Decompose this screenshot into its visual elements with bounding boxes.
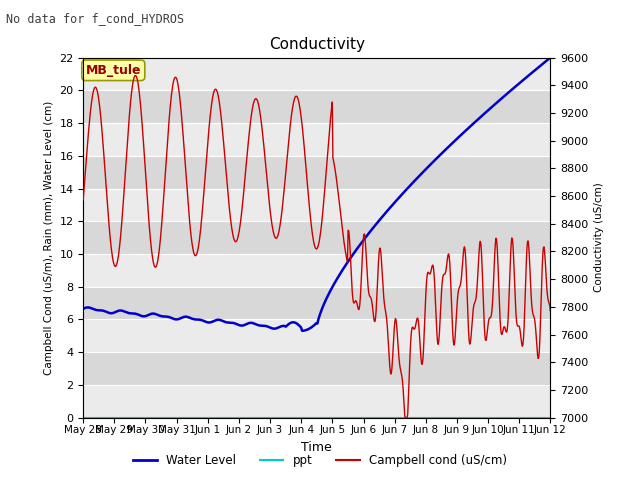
Title: Conductivity: Conductivity [269,37,365,52]
Bar [83,385,550,418]
Bar [83,123,550,156]
Text: MB_tule: MB_tule [86,64,141,77]
Bar [83,287,550,319]
Bar [83,58,550,90]
Bar [83,352,550,385]
Bar [83,189,550,221]
Bar [83,221,550,254]
Bar [83,156,550,189]
Y-axis label: Campbell Cond (uS/m), Rain (mm), Water Level (cm): Campbell Cond (uS/m), Rain (mm), Water L… [44,100,54,375]
Bar [83,254,550,287]
X-axis label: Time: Time [301,441,332,454]
Bar [83,319,550,352]
Legend: Water Level, ppt, Campbell cond (uS/cm): Water Level, ppt, Campbell cond (uS/cm) [128,449,512,472]
Bar [83,90,550,123]
Y-axis label: Conductivity (uS/cm): Conductivity (uS/cm) [594,183,604,292]
Text: No data for f_cond_HYDROS: No data for f_cond_HYDROS [6,12,184,25]
